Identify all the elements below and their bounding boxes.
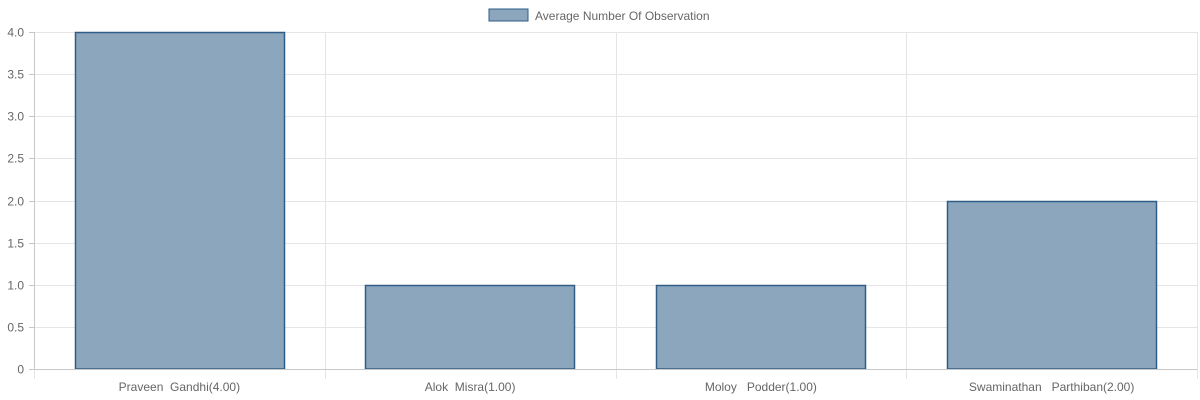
y-tick-labels: 0 0.5 1.0 1.5 2.0 2.5 3.0 3.5 4.0 xyxy=(7,26,24,377)
legend-label: Average Number Of Observation xyxy=(535,9,710,23)
bars xyxy=(74,31,1158,370)
x-category-label: Praveen Gandhi(4.00) xyxy=(119,380,240,394)
y-tick-label: 2.5 xyxy=(7,152,24,166)
bar[interactable] xyxy=(74,31,286,370)
x-category-label: Alok Misra(1.00) xyxy=(425,380,516,394)
bar[interactable] xyxy=(946,200,1158,370)
y-tick-label: 0.5 xyxy=(7,321,24,335)
legend[interactable]: Average Number Of Observation xyxy=(488,8,710,23)
bar[interactable] xyxy=(364,284,576,370)
y-tick-label: 1.5 xyxy=(7,237,24,251)
y-tick-label: 1.0 xyxy=(7,279,24,293)
x-category-label: Swaminathan Parthiban(2.00) xyxy=(969,380,1134,394)
bar[interactable] xyxy=(655,284,867,370)
axes xyxy=(29,32,1198,379)
x-category-labels: Praveen Gandhi(4.00) Alok Misra(1.00) Molo… xyxy=(119,380,1135,394)
legend-swatch xyxy=(488,8,529,22)
y-tick-label: 4.0 xyxy=(7,26,24,40)
y-tick-label: 3.5 xyxy=(7,68,24,82)
y-tick-label: 2.0 xyxy=(7,195,24,209)
y-tick-label: 0 xyxy=(17,363,24,377)
y-tick-label: 3.0 xyxy=(7,110,24,124)
x-category-label: Moloy Podder(1.00) xyxy=(705,380,817,394)
